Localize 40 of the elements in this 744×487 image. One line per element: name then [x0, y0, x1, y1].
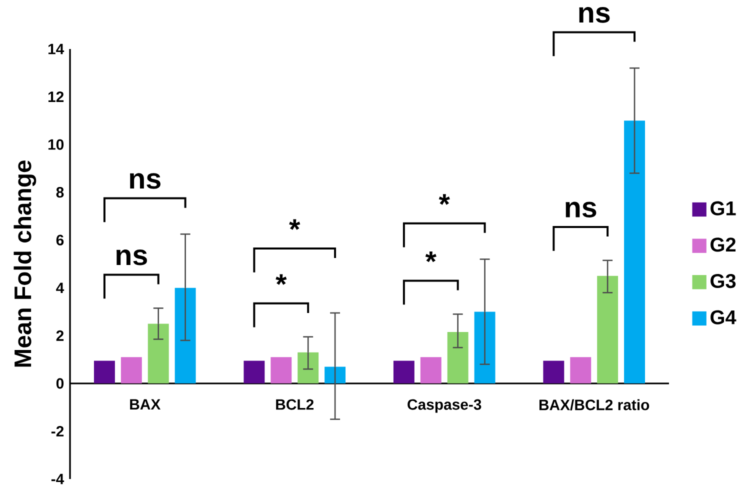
bar — [148, 324, 169, 384]
y-tick-label: 12 — [48, 92, 64, 102]
bar — [447, 332, 468, 384]
bar — [597, 276, 618, 384]
y-tick-label: 10 — [48, 139, 64, 150]
legend-label: G2 — [710, 238, 736, 252]
bar — [624, 120, 646, 384]
bar — [324, 366, 346, 384]
bar — [120, 357, 142, 384]
annotation: * — [438, 194, 450, 205]
legend-label: G3 — [710, 274, 736, 288]
bar — [393, 360, 414, 384]
text: ns — [579, 7, 610, 23]
y-tick-label: 2 — [56, 330, 64, 341]
x-tick-label: BAX — [130, 399, 161, 410]
x-tick-label: BAX/BCL2 ratio — [539, 399, 650, 410]
y-tick-label: 8 — [56, 187, 64, 198]
legend-label: G4 — [710, 310, 736, 324]
bar — [94, 360, 115, 384]
annotation: * — [289, 219, 300, 230]
y-axis-title: Mean Fold change — [14, 160, 36, 367]
bar — [420, 357, 442, 384]
y-tick-label: -4 — [51, 474, 64, 484]
y-tick-label: -2 — [51, 426, 64, 436]
x-tick-label: Caspase-3 — [408, 399, 482, 413]
legend-label: G1 — [710, 201, 736, 216]
annotation: * — [276, 274, 287, 285]
x-tick-label: BCL2 — [276, 399, 314, 410]
bar — [244, 360, 265, 384]
y-tick-label: 6 — [56, 234, 64, 246]
y-tick-label: 0 — [56, 378, 64, 389]
annotation: ns — [566, 202, 596, 218]
bar — [270, 357, 292, 384]
bar — [543, 360, 564, 384]
bar — [570, 357, 592, 384]
y-tick-label: 14 — [48, 44, 64, 54]
annotation: ns — [116, 250, 147, 266]
y-tick-label: 4 — [56, 282, 64, 294]
annotation: ns — [130, 173, 160, 189]
annotation: * — [425, 252, 436, 262]
